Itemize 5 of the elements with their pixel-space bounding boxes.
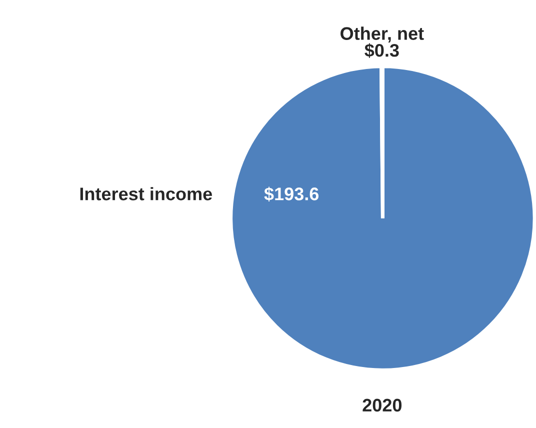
text: 2020 [362,398,402,412]
slice-label: Other, net [340,26,424,43]
slice-label: Interest income [80,187,212,200]
data-label: $193.6 [264,186,319,202]
data-label: $0.3 [364,43,399,58]
